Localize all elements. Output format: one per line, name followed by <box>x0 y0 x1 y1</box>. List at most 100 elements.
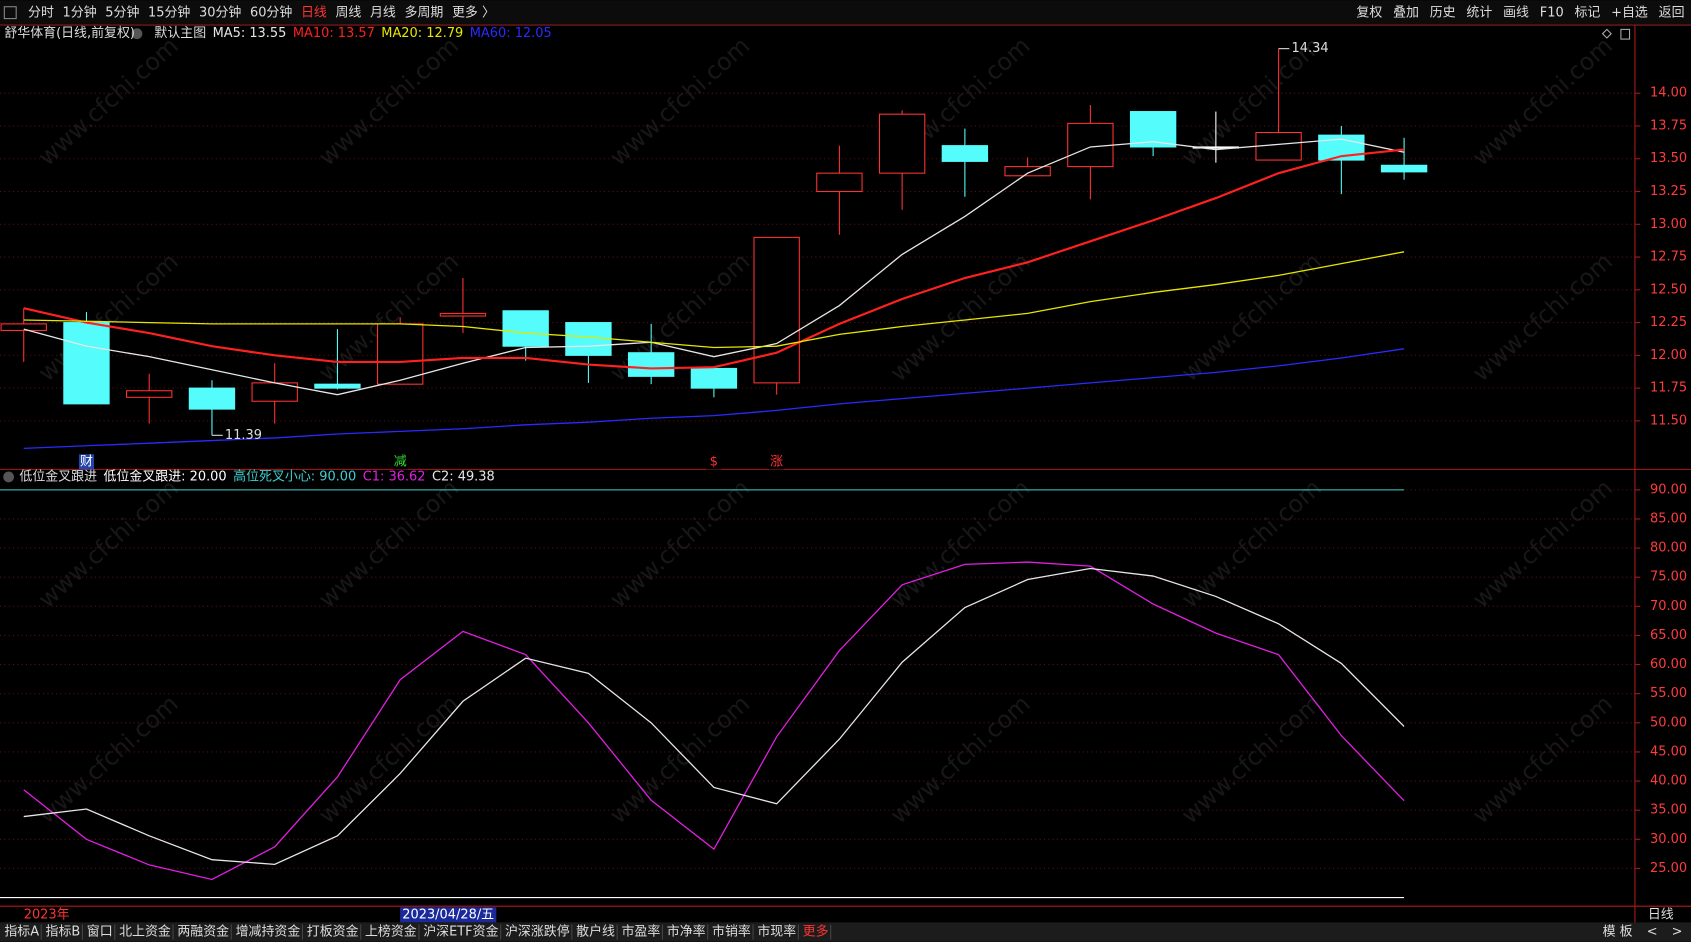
tab[interactable]: 打板资金 <box>307 924 359 940</box>
period-label: 日线 <box>1648 907 1674 922</box>
series-line <box>23 148 1405 370</box>
series-line <box>23 348 1405 450</box>
y-tick-label: 60.00 <box>1650 657 1687 672</box>
toolbar-item[interactable]: 5分钟 <box>105 5 139 21</box>
tab[interactable]: 增减持资金 <box>236 924 301 940</box>
legend-item: MA10: 13.57 <box>293 26 375 41</box>
y-tick-label: 80.00 <box>1650 541 1687 556</box>
toolbar-item[interactable]: F10 <box>1540 6 1564 21</box>
legend-item: 低位金叉跟进: 20.00 <box>104 468 227 484</box>
candle-body <box>1067 122 1114 168</box>
tab[interactable]: 上榜资金 <box>365 924 417 940</box>
candle-body <box>314 383 361 389</box>
candle-body <box>753 236 800 384</box>
tab[interactable]: 市净率 <box>667 924 706 940</box>
toolbar-item[interactable]: 月线 <box>370 6 396 21</box>
candle-body <box>1004 166 1051 177</box>
y-tick-label: 35.00 <box>1650 803 1687 818</box>
template-button[interactable]: 模 板 <box>1603 925 1633 940</box>
legend-item: 高位死叉小心: 90.00 <box>233 468 356 484</box>
tab[interactable]: 窗口 <box>87 924 113 940</box>
tab-next[interactable]: > <box>1672 925 1683 940</box>
legend-item: MA20: 12.79 <box>381 26 463 41</box>
candle-body <box>565 322 612 356</box>
candle-body <box>1129 111 1177 148</box>
tab[interactable]: 散户线 <box>576 924 615 940</box>
tab-prev[interactable]: < <box>1647 925 1658 940</box>
y-tick-label: 90.00 <box>1650 482 1687 497</box>
cursor-date-bg <box>400 907 497 923</box>
y-tick-label: 11.75 <box>1650 381 1687 396</box>
y-tick-label: 70.00 <box>1650 599 1687 614</box>
chart-subtitle: 默认主图 <box>154 25 206 41</box>
toolbar-item[interactable]: 1分钟 <box>63 5 97 21</box>
tab[interactable]: 指标A <box>4 925 39 940</box>
legend-item: MA5: 13.55 <box>213 26 287 41</box>
legend-item: C2: 49.38 <box>432 469 495 484</box>
tab[interactable]: 两融资金 <box>177 924 229 940</box>
candle-body <box>878 113 926 174</box>
candle-body <box>63 322 110 405</box>
series-line <box>23 561 1405 881</box>
y-tick-label: 45.00 <box>1650 744 1687 759</box>
tab[interactable]: 更多 <box>803 925 829 940</box>
toolbar-item[interactable]: 标记 <box>1574 6 1600 21</box>
candle-body <box>627 352 675 377</box>
candle-body <box>439 312 487 317</box>
toolbar-item[interactable]: 分时 <box>28 6 54 21</box>
legend-item: C1: 36.62 <box>363 469 426 484</box>
tabbar-bg <box>0 922 1691 942</box>
tab[interactable]: 市销率 <box>712 924 751 940</box>
toolbar-item[interactable]: 复权 <box>1356 5 1382 21</box>
tab[interactable]: 市盈率 <box>621 924 660 940</box>
tab[interactable]: 指标B <box>46 925 81 940</box>
menu-icon[interactable] <box>3 6 17 20</box>
tab[interactable]: 北上资金 <box>119 924 171 940</box>
event-marker: $ <box>710 454 718 469</box>
toolbar-item[interactable]: 画线 <box>1503 6 1529 21</box>
toolbar-item[interactable]: 日线 <box>301 6 327 21</box>
candle-body <box>126 390 173 398</box>
toolbar-item[interactable]: 30分钟 <box>199 5 241 21</box>
y-tick-label: 50.00 <box>1650 715 1687 730</box>
event-marker-bg <box>392 454 408 470</box>
toolbar-item[interactable]: 15分钟 <box>148 5 190 21</box>
y-tick-label: 30.00 <box>1650 832 1687 847</box>
y-tick-label: 13.75 <box>1650 118 1687 133</box>
event-marker: 涨 <box>770 454 783 469</box>
event-marker-bg <box>706 454 722 470</box>
toolbar-item[interactable]: 多周期 <box>404 6 443 21</box>
cursor-date: 2023/04/28/五 <box>402 907 494 922</box>
candle-body <box>941 145 989 162</box>
icon-diamond[interactable] <box>1601 28 1612 39</box>
event-marker-bg <box>769 454 785 470</box>
y-tick-label: 65.00 <box>1650 628 1687 643</box>
panel-toggle[interactable] <box>3 471 15 483</box>
event-marker-bg <box>78 454 95 470</box>
toolbar-item[interactable]: +自选 <box>1611 6 1648 21</box>
toolbar-item[interactable]: 更多 〉 <box>452 6 495 21</box>
toolbar-item[interactable]: 返回 <box>1659 6 1685 21</box>
icon-window[interactable] <box>1620 28 1631 40</box>
toolbar-item[interactable]: 周线 <box>335 6 361 21</box>
y-tick-label: 40.00 <box>1650 774 1687 789</box>
y-tick-label: 85.00 <box>1650 511 1687 526</box>
tab[interactable]: 市现率 <box>757 924 796 940</box>
template-toggle[interactable] <box>131 28 143 40</box>
series-line <box>23 251 1405 349</box>
toolbar-item[interactable]: 叠加 <box>1393 6 1419 21</box>
tab[interactable]: 沪深ETF资金 <box>423 924 498 940</box>
y-tick-label: 12.25 <box>1650 315 1687 330</box>
chart-title: 低位金叉跟进 <box>19 468 97 484</box>
candle-body <box>1380 164 1428 173</box>
legend-item: MA60: 12.05 <box>470 26 552 41</box>
toolbar-item[interactable]: 60分钟 <box>250 5 292 21</box>
candle-body <box>816 172 863 193</box>
y-tick-label: 12.75 <box>1650 250 1687 265</box>
y-tick-label: 14.00 <box>1650 86 1687 101</box>
annotation: 14.34 <box>1292 41 1329 56</box>
tab[interactable]: 沪深涨跌停 <box>505 924 570 940</box>
toolbar-item[interactable]: 统计 <box>1466 6 1492 21</box>
toolbar-item[interactable]: 历史 <box>1430 6 1456 21</box>
